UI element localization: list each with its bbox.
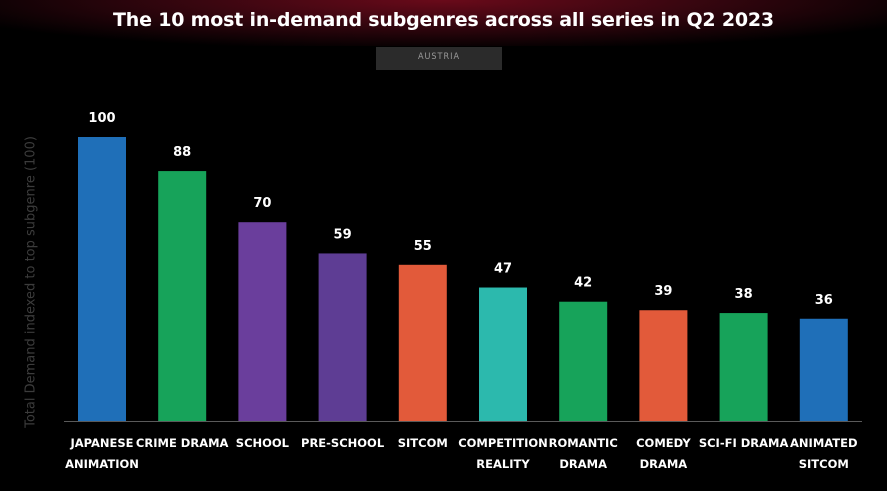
x-tick-label: PRE-SCHOOL — [301, 436, 385, 450]
x-tick-label: SCHOOL — [236, 436, 290, 450]
x-tick-label: SCI-FI DRAMA — [699, 436, 789, 450]
bar-value-label: 100 — [88, 111, 115, 126]
region-filter-badge[interactable]: AUSTRIA — [376, 47, 502, 70]
bar-0[interactable] — [78, 137, 126, 421]
bar-1[interactable] — [158, 171, 207, 421]
bar-6[interactable] — [559, 301, 608, 421]
title-banner — [0, 0, 887, 46]
x-tick-label: SITCOM — [398, 436, 448, 450]
x-tick-label-line: REALITY — [476, 457, 530, 471]
x-tick-label-line: ANIMATION — [65, 457, 139, 471]
bar-value-label: 70 — [253, 196, 271, 211]
bar-value-label: 42 — [574, 276, 592, 291]
bar-value-label: 47 — [494, 262, 512, 277]
bar-value-label: 39 — [654, 284, 672, 299]
x-tick-label-line: CRIME DRAMA — [136, 436, 229, 450]
x-tick-label: JAPANESE ANIMATION — [65, 436, 139, 471]
bar-value-label: 38 — [735, 287, 753, 302]
x-tick-label-line: COMEDY — [636, 436, 691, 450]
x-tick-label: CRIME DRAMA — [136, 436, 229, 450]
x-tick-label-line: SITCOM — [398, 436, 448, 450]
x-tick-label: COMEDY DRAMA — [636, 436, 691, 471]
bar-4[interactable] — [398, 264, 447, 421]
x-tick-label-line: SITCOM — [799, 457, 849, 471]
x-tick-label-line: JAPANESE — [69, 436, 133, 450]
x-tick-label-line: SCHOOL — [236, 436, 290, 450]
bar-5[interactable] — [479, 287, 527, 421]
x-tick-label-line: DRAMA — [559, 457, 607, 471]
x-tick-label: ANIMATED SITCOM — [790, 436, 858, 471]
bar-3[interactable] — [318, 253, 367, 421]
bar-8[interactable] — [719, 313, 768, 421]
x-tick-label-line: ROMANTIC — [549, 436, 618, 450]
bar-value-label: 55 — [414, 239, 432, 254]
bar-2[interactable] — [238, 222, 287, 421]
x-tick-label-line: PRE-SCHOOL — [301, 436, 385, 450]
x-tick-label: ROMANTIC DRAMA — [549, 436, 618, 471]
x-tick-label-line: COMPETITION — [458, 436, 548, 450]
bar-value-label: 36 — [815, 293, 833, 308]
x-tick-label-line: DRAMA — [640, 457, 688, 471]
bar-value-label: 88 — [173, 145, 191, 160]
x-tick-label-line: SCI-FI DRAMA — [699, 436, 789, 450]
x-tick-label: COMPETITION REALITY — [458, 436, 548, 471]
chart-title: The 10 most in-demand subgenres across a… — [113, 9, 774, 31]
bar-7[interactable] — [639, 310, 688, 421]
x-tick-label-line: ANIMATED — [790, 436, 858, 450]
bar-value-label: 59 — [334, 227, 352, 242]
bar-9[interactable] — [799, 318, 848, 421]
